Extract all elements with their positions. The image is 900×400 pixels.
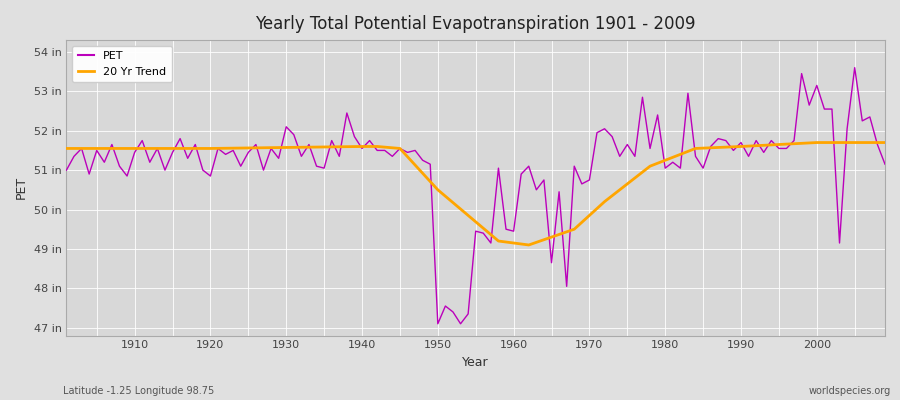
Title: Yearly Total Potential Evapotranspiration 1901 - 2009: Yearly Total Potential Evapotranspiratio… [256,15,696,33]
Text: worldspecies.org: worldspecies.org [809,386,891,396]
Text: Latitude -1.25 Longitude 98.75: Latitude -1.25 Longitude 98.75 [63,386,214,396]
X-axis label: Year: Year [463,356,489,369]
Legend: PET, 20 Yr Trend: PET, 20 Yr Trend [72,46,172,82]
Y-axis label: PET: PET [15,176,28,200]
